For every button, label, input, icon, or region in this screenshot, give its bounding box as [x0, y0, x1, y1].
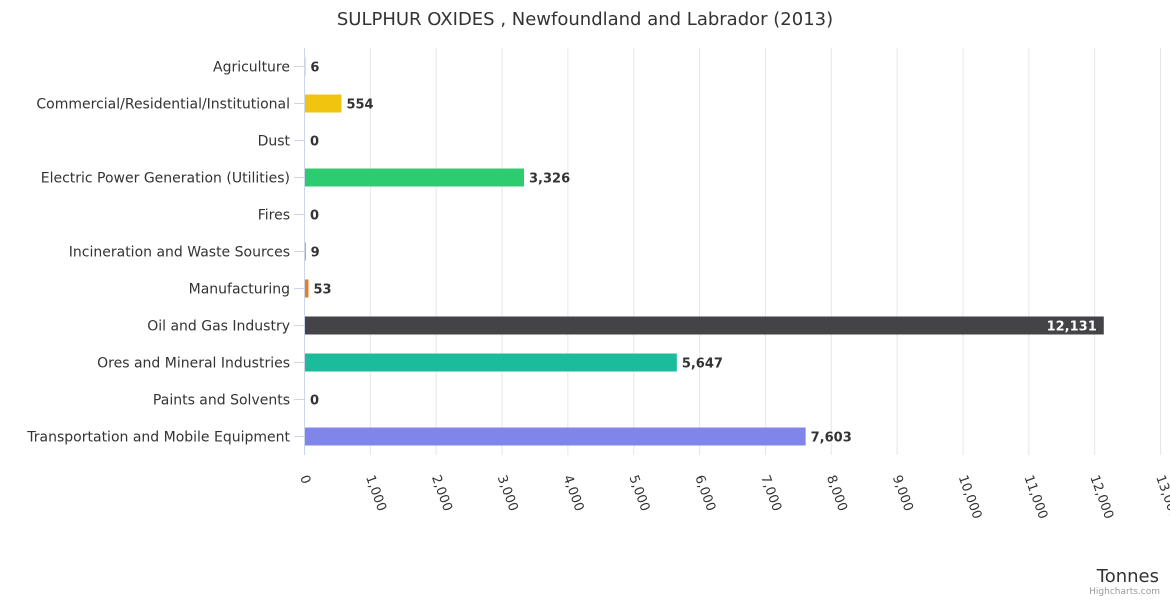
- tick-label: 7,000: [757, 473, 784, 513]
- tick-labels: 0 1,000 2,000 3,000 4,000 5,000 6,000 7,000 8,00…: [296, 473, 1170, 521]
- bar[interactable]: [305, 242, 306, 261]
- tick-label: 9,000: [889, 473, 916, 513]
- category-label: Electric Power Generation (Utilities): [41, 171, 290, 187]
- category-label: Incineration and Waste Sources: [69, 245, 290, 261]
- credits[interactable]: Highcharts.com: [1089, 587, 1160, 597]
- data-label: 9: [311, 246, 320, 261]
- tick-label: 10,000: [955, 473, 985, 521]
- category-label: Agriculture: [213, 60, 290, 76]
- tick-label: 2,000: [428, 473, 455, 513]
- data-label: 0: [310, 209, 319, 224]
- chart-title: SULPHUR OXIDES , Newfoundland and Labrad…: [337, 9, 833, 30]
- bar[interactable]: [305, 94, 342, 113]
- category-label: Paints and Solvents: [153, 393, 290, 409]
- category-label: Commercial/Residential/Institutional: [36, 97, 290, 113]
- data-label: 6: [310, 61, 319, 76]
- category-label: Oil and Gas Industry: [147, 319, 290, 335]
- data-label: 0: [310, 394, 319, 409]
- category-label: Ores and Mineral Industries: [97, 356, 290, 372]
- tick-label: 4,000: [560, 473, 587, 513]
- bar[interactable]: [305, 353, 677, 372]
- tick-label: 5,000: [625, 473, 652, 513]
- bar[interactable]: [305, 316, 1104, 335]
- data-label: 0: [310, 135, 319, 150]
- bar[interactable]: [305, 279, 309, 298]
- data-label: 5,647: [682, 357, 723, 372]
- bar[interactable]: [305, 427, 806, 446]
- data-label: 53: [313, 283, 331, 298]
- data-label: 554: [346, 98, 373, 113]
- data-label: 12,131: [1047, 320, 1097, 335]
- tick-label: 11,000: [1021, 473, 1051, 521]
- data-label: 3,326: [529, 172, 570, 187]
- axis-title: Tonnes: [1096, 566, 1159, 587]
- tick-label: 6,000: [691, 473, 718, 513]
- tick-label: 0: [296, 473, 313, 486]
- category-labels: Agriculture Commercial/Residential/Instit…: [26, 60, 304, 446]
- bar[interactable]: [305, 168, 525, 187]
- data-labels: 6 554 0 3,326 0 9 53 12,131 5,647 0 7,603: [310, 61, 1097, 446]
- category-label: Transportation and Mobile Equipment: [26, 430, 290, 446]
- data-label: 7,603: [811, 431, 852, 446]
- category-label: Manufacturing: [189, 282, 290, 298]
- tick-label: 8,000: [823, 473, 850, 513]
- gridlines: [304, 48, 1161, 455]
- tick-label: 13,000: [1152, 473, 1170, 521]
- category-label: Dust: [258, 134, 291, 150]
- category-label: Fires: [258, 208, 290, 224]
- tick-label: 12,000: [1086, 473, 1116, 521]
- bars: [305, 57, 1104, 446]
- tick-label: 1,000: [362, 473, 389, 513]
- tick-label: 3,000: [494, 473, 521, 513]
